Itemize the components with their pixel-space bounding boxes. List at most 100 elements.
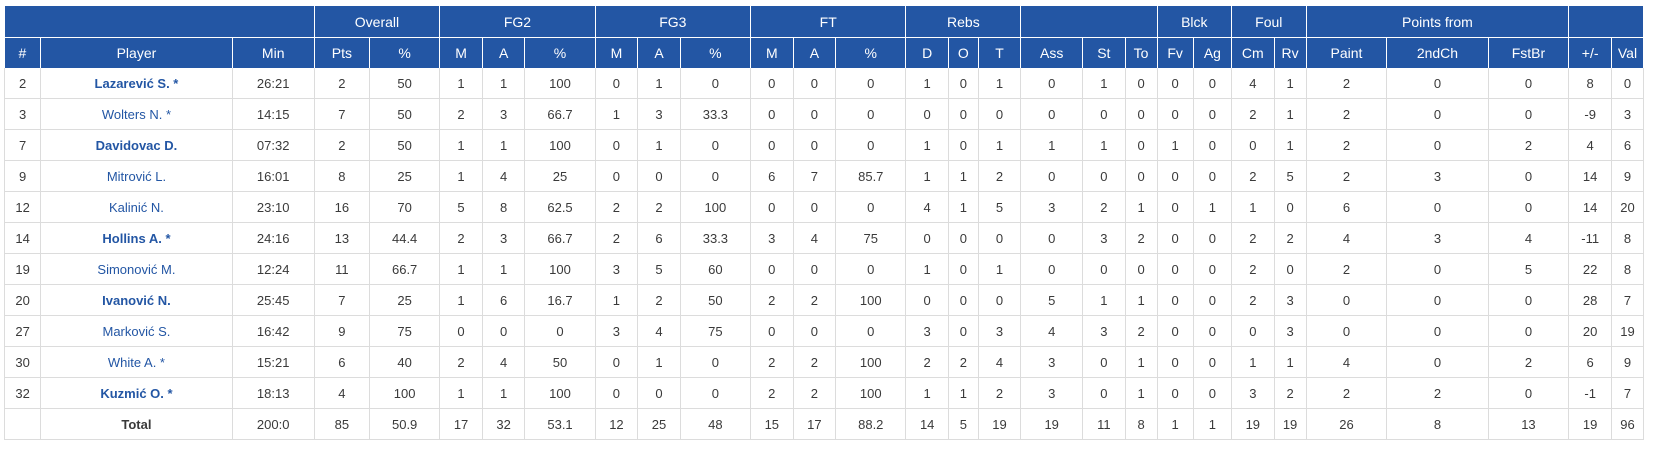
stat-cell: 1 [439,68,483,99]
player-name-link[interactable]: Simonović M. [97,261,176,277]
stat-cell: 0 [750,315,794,347]
column-header[interactable]: Val [1611,37,1645,68]
stat-cell: 3 [482,222,526,254]
stat-cell: 2 [439,98,483,130]
player-name-link[interactable]: Lazarević S. * [94,75,179,91]
stat-cell: 0 [1193,253,1233,285]
stat-cell: 100 [524,68,596,99]
column-header[interactable]: % [369,37,441,68]
stat-cell: 2 [905,346,949,378]
stat-cell: 50 [524,346,596,378]
player-number: 7 [3,129,42,161]
stat-cell: 1 [439,377,483,409]
stat-cell: 1 [637,129,681,161]
column-header[interactable]: M [439,37,483,68]
player-name-link[interactable]: Davidovac D. [95,137,178,153]
stat-cell: 0 [793,315,837,347]
stat-cell: 0 [978,98,1022,130]
player-name-link[interactable]: Ivanović N. [102,292,171,308]
group-header-foul: Foul [1231,6,1307,38]
column-header[interactable]: Ag [1193,37,1233,68]
stat-cell: 4 [314,377,371,409]
stat-cell: 85.7 [835,160,907,192]
column-header[interactable]: To [1125,37,1158,68]
column-header[interactable]: St [1082,37,1126,68]
stat-cell: 33.3 [680,98,752,130]
stat-cell: 5 [1488,253,1570,285]
player-name-link[interactable]: Wolters N. * [101,106,171,122]
column-header[interactable]: T [978,37,1022,68]
column-header[interactable]: Pts [314,37,371,68]
stat-cell: 2 [1231,98,1275,130]
stat-cell: 14 [1568,160,1612,192]
column-header[interactable]: Player [40,37,233,68]
stat-cell: 2 [1125,222,1158,254]
column-header[interactable]: Rv [1274,37,1307,68]
column-header[interactable]: 2ndCh [1386,37,1489,68]
stat-cell: 2 [314,68,371,99]
player-name-link[interactable]: Mitrović L. [106,168,167,184]
total-stat-cell: 200:0 [232,408,315,440]
stat-cell: 0 [793,98,837,130]
column-header[interactable]: M [750,37,794,68]
column-header[interactable]: Fv [1157,37,1194,68]
player-name-link[interactable]: Hollins A. * [102,230,171,246]
column-header[interactable]: Min [232,37,315,68]
group-header-fg3: FG3 [595,6,752,38]
stat-cell: 1 [1157,129,1194,161]
column-header[interactable]: % [680,37,752,68]
column-header[interactable]: Paint [1306,37,1388,68]
stat-cell: 0 [1193,377,1233,409]
stat-cell: 3 [1082,315,1126,347]
column-header[interactable]: FstBr [1488,37,1570,68]
stat-cell: 0 [978,284,1022,316]
stat-cell: 25 [369,160,441,192]
stat-cell: 0 [680,377,752,409]
table-row: 3 Wolters N. * 14:15 7 50 2 3 66.7 1 3 33.3 0 0 0 0 0 0 0… [3,98,1645,130]
player-name-link[interactable]: Kuzmić O. * [100,385,173,401]
stat-cell: 2 [1231,284,1275,316]
total-stat-cell: 19 [1020,408,1084,440]
column-header[interactable]: Cm [1231,37,1275,68]
column-header[interactable]: +/- [1568,37,1612,68]
group-header-rebs: Rebs [905,6,1022,38]
stat-cell: 16.7 [524,284,596,316]
stat-cell: 2 [1274,377,1307,409]
stat-cell: 0 [1020,253,1084,285]
stat-cell: 0 [750,68,794,99]
stat-cell: 3 [595,315,639,347]
column-header[interactable]: D [905,37,949,68]
player-name-cell: Lazarević S. * [40,68,233,99]
stat-cell: 28 [1568,284,1612,316]
stat-cell: 0 [1488,160,1570,192]
stat-cell: 2 [439,222,483,254]
column-header[interactable]: % [524,37,596,68]
stat-cell: 0 [1125,160,1158,192]
column-header[interactable]: O [948,37,979,68]
column-header[interactable]: A [637,37,681,68]
stat-cell: 0 [1082,253,1126,285]
stat-cell: 2 [1306,68,1388,99]
stat-cell: 25 [524,160,596,192]
stat-cell: 0 [835,98,907,130]
column-header[interactable]: # [4,37,42,68]
total-row: Total 200:0 85 50.9 17 32 53.1 12 25 48 15 17 88.2 14… [3,408,1645,440]
stat-cell: 0 [793,253,837,285]
player-name-link[interactable]: White A. * [107,354,165,370]
column-header[interactable]: M [595,37,639,68]
player-name-link[interactable]: Marković S. [102,323,171,339]
player-name-link[interactable]: Kalinić N. [108,199,164,215]
player-number: 27 [3,315,42,347]
stat-cell: 1 [1082,284,1126,316]
column-header[interactable]: A [482,37,526,68]
stat-cell: 0 [948,315,979,347]
stat-cell: 23:10 [232,191,315,223]
total-stat-cell: 53.1 [524,408,596,440]
column-header[interactable]: A [793,37,837,68]
table-row: 2 Lazarević S. * 26:21 2 50 1 1 100 0 1 0 0 0 0 1 0 1 0 1 0… [3,68,1645,99]
stat-cell: 3 [595,253,639,285]
column-header[interactable]: % [835,37,907,68]
stat-cell: 16 [314,191,371,223]
stat-cell: 0 [1157,222,1194,254]
column-header[interactable]: Ass [1020,37,1084,68]
